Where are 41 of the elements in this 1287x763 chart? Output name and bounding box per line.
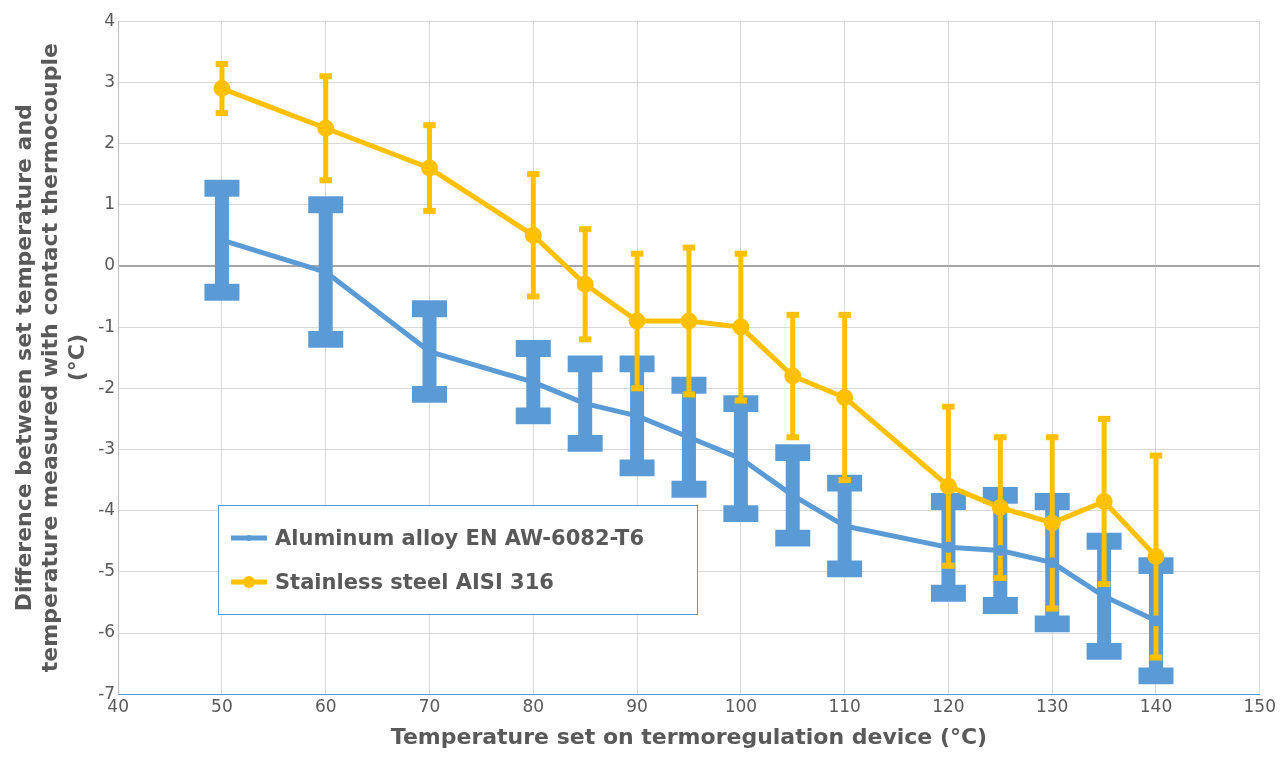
- x-tick-label: 130: [1035, 695, 1069, 716]
- point: [213, 80, 231, 97]
- x-tick-label: 110: [828, 695, 861, 716]
- y-tick-label: 1: [104, 193, 116, 214]
- x-tick-label: 150: [1243, 695, 1276, 716]
- point: [317, 119, 335, 137]
- x-tick-label: 90: [626, 695, 648, 716]
- point: [680, 312, 698, 330]
- point: [732, 318, 750, 336]
- x-tick-label: 80: [522, 695, 545, 716]
- point: [628, 312, 646, 330]
- point: [991, 499, 1009, 517]
- point: [576, 275, 594, 293]
- y-tick-label: -5: [98, 560, 116, 581]
- legend-label: Stainless steel AISI 316: [275, 570, 554, 594]
- point: [1095, 492, 1113, 510]
- x-tick-label: 120: [932, 695, 965, 716]
- point: [1147, 548, 1165, 566]
- y-tick-label: 0: [104, 254, 116, 275]
- y-axis-title: Difference between set temperature and temperature measured with contact thermocouple (°C): [10, 43, 89, 673]
- point: [784, 367, 802, 385]
- y-tick-label: 4: [104, 9, 116, 30]
- point: [421, 159, 438, 177]
- x-tick-label: 100: [724, 695, 758, 716]
- point: [939, 477, 957, 495]
- x-tick-label: 60: [314, 695, 337, 716]
- y-tick-label: 2: [104, 131, 116, 152]
- point: [836, 388, 854, 406]
- x-tick-label: 70: [418, 695, 441, 716]
- y-tick-label: -1: [98, 315, 116, 336]
- x-tick-label: 140: [1139, 695, 1173, 716]
- y-tick-label: 3: [104, 70, 116, 91]
- y-tick-label: -3: [98, 437, 116, 458]
- y-tick-label: -4: [98, 499, 116, 520]
- point: [1043, 514, 1061, 532]
- point: [524, 226, 542, 244]
- x-axis-title: Temperature set on termoregulation device (°C): [390, 723, 988, 749]
- y-tick-label: -6: [98, 621, 116, 642]
- y-tick-label: -2: [98, 376, 116, 397]
- x-tick-label: 50: [211, 695, 233, 716]
- legend-label: Aluminum alloy EN AW-6082-T6: [275, 526, 645, 550]
